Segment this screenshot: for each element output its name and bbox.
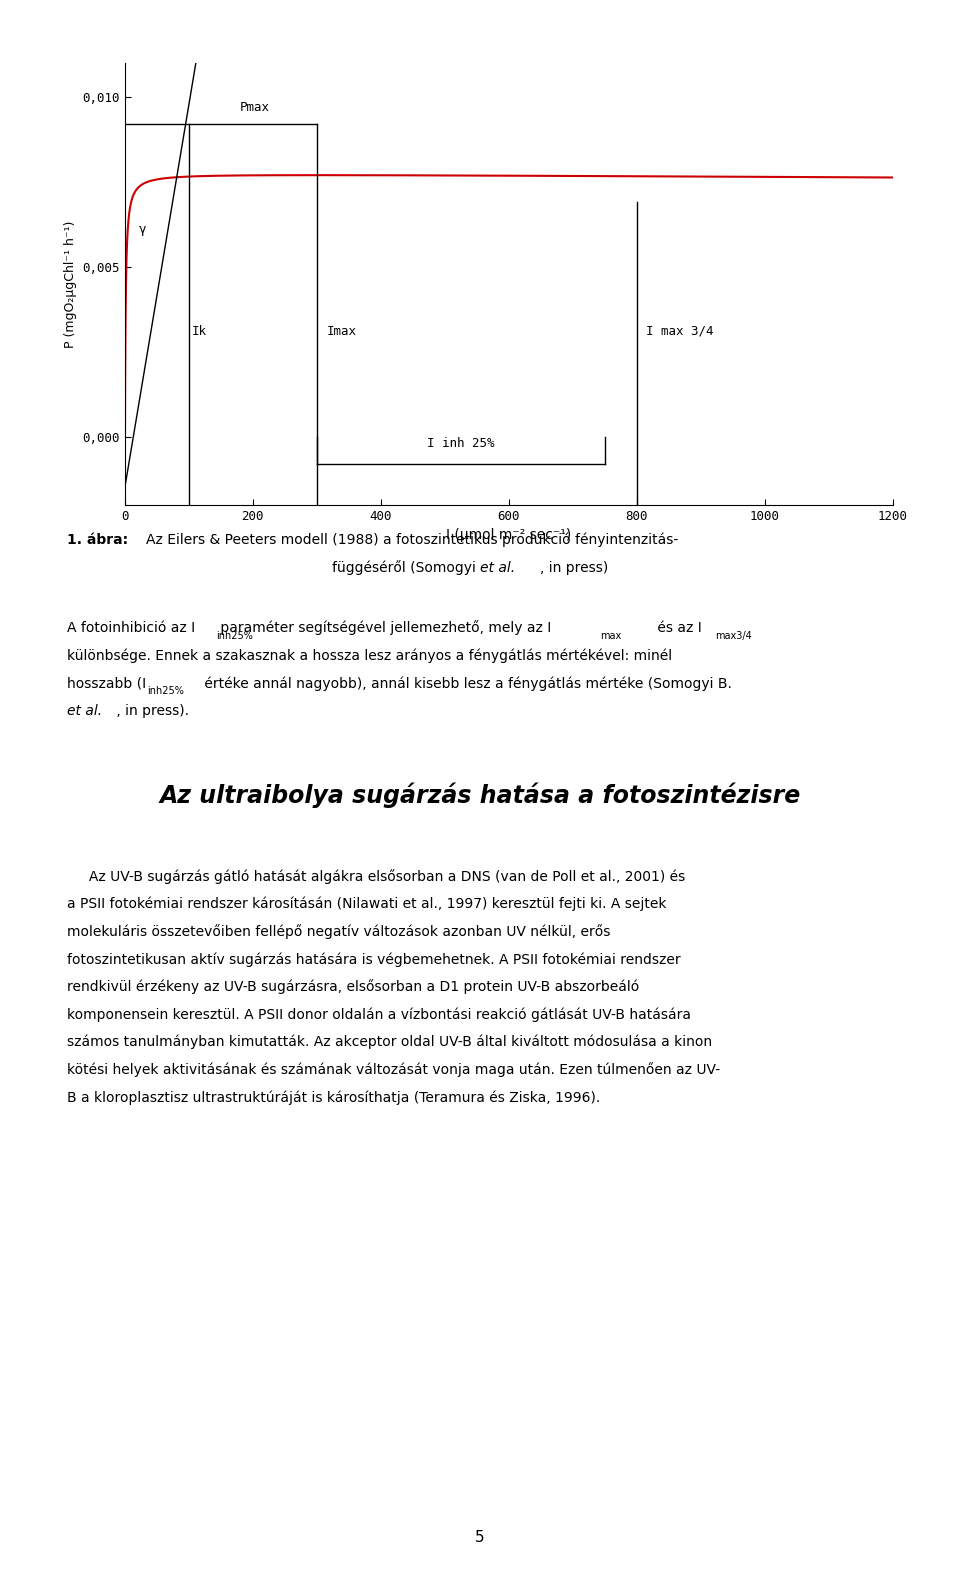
Text: Az UV-B sugárzás gátló hatását algákra elsősorban a DNS (van de Poll et al., 200: Az UV-B sugárzás gátló hatását algákra e… — [67, 869, 685, 883]
Text: Az ultraibolya sugárzás hatása a fotoszintézisre: Az ultraibolya sugárzás hatása a fotoszi… — [159, 784, 801, 809]
Text: és az I: és az I — [653, 621, 702, 636]
Text: γ: γ — [139, 222, 146, 237]
Text: fotoszintetikusan aktív sugárzás hatására is végbemehetnek. A PSII fotokémiai re: fotoszintetikusan aktív sugárzás hatásár… — [67, 953, 681, 967]
Text: Imax: Imax — [326, 325, 356, 337]
Text: komponensein keresztül. A PSII donor oldalán a vízbontási reakció gátlását UV-B : komponensein keresztül. A PSII donor old… — [67, 1008, 691, 1022]
Text: , in press).: , in press). — [112, 705, 189, 718]
Text: et al.: et al. — [67, 705, 103, 718]
Text: a PSII fotokémiai rendszer károsításán (Nilawati et al., 1997) keresztül fejti k: a PSII fotokémiai rendszer károsításán (… — [67, 897, 666, 912]
Text: et al.: et al. — [480, 561, 516, 574]
X-axis label: I (μmol m⁻² sec⁻¹): I (μmol m⁻² sec⁻¹) — [446, 528, 571, 542]
Text: , in press): , in press) — [540, 561, 609, 574]
Text: inh25%: inh25% — [216, 631, 252, 640]
Text: Ik: Ik — [192, 325, 207, 337]
Text: max3/4: max3/4 — [715, 631, 752, 640]
Text: 1. ábra:: 1. ábra: — [67, 533, 129, 547]
Text: I max 3/4: I max 3/4 — [646, 325, 714, 337]
Text: kötési helyek aktivitásának és számának változását vonja maga után. Ezen túlmenő: kötési helyek aktivitásának és számának … — [67, 1061, 720, 1077]
Text: paraméter segítségével jellemezhető, mely az I: paraméter segítségével jellemezhető, mel… — [216, 620, 551, 636]
Text: hosszabb (I: hosszabb (I — [67, 677, 146, 691]
Text: B a kloroplasztisz ultrastruktúráját is károsíthatja (Teramura és Ziska, 1996).: B a kloroplasztisz ultrastruktúráját is … — [67, 1090, 600, 1104]
Text: értéke annál nagyobb), annál kisebb lesz a fénygátlás mértéke (Somogyi B.: értéke annál nagyobb), annál kisebb lesz… — [200, 677, 732, 691]
Text: függéséről (Somogyi: függéséről (Somogyi — [332, 560, 480, 574]
Text: inh25%: inh25% — [147, 686, 183, 695]
Y-axis label: P (mgO₂μgChl⁻¹ h⁻¹): P (mgO₂μgChl⁻¹ h⁻¹) — [64, 221, 77, 347]
Text: számos tanulmányban kimutatták. Az akceptor oldal UV-B által kiváltott módosulás: számos tanulmányban kimutatták. Az akcep… — [67, 1035, 712, 1049]
Text: 5: 5 — [475, 1530, 485, 1545]
Text: rendkivül érzékeny az UV-B sugárzásra, elsősorban a D1 protein UV-B abszorbeáló: rendkivül érzékeny az UV-B sugárzásra, e… — [67, 979, 639, 994]
Text: max: max — [600, 631, 621, 640]
Text: Pmax: Pmax — [240, 101, 270, 114]
Text: I inh 25%: I inh 25% — [427, 437, 494, 449]
Text: molekuláris összetevőiben fellépő negatív változások azonban UV nélkül, erős: molekuláris összetevőiben fellépő negatí… — [67, 924, 611, 938]
Text: különbsége. Ennek a szakasznak a hossza lesz arányos a fénygátlás mértékével: mi: különbsége. Ennek a szakasznak a hossza … — [67, 648, 672, 662]
Text: A fotoinhibició az I: A fotoinhibició az I — [67, 621, 195, 636]
Text: Az Eilers & Peeters modell (1988) a fotoszintetikus produkció fényintenzitás-: Az Eilers & Peeters modell (1988) a foto… — [146, 533, 678, 547]
